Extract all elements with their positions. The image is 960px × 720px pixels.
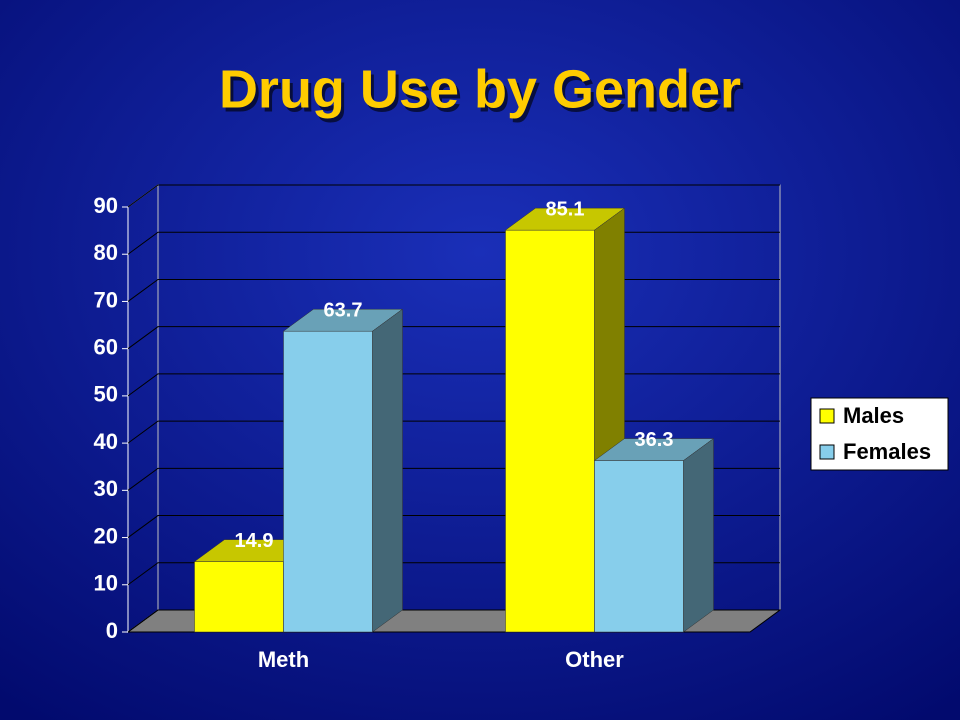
y-tick-label: 70 — [94, 287, 118, 312]
grid-line — [127, 184, 780, 208]
x-tick-label: Other — [565, 647, 624, 672]
bar — [505, 229, 595, 633]
bar-side — [372, 308, 403, 633]
bar — [194, 561, 284, 633]
data-label: 63.7 — [324, 299, 363, 321]
legend-label: Females — [843, 439, 931, 464]
x-tick-label: Meth — [258, 647, 309, 672]
chart-title: Drug Use by Gender — [219, 59, 741, 119]
data-label: 14.9 — [235, 530, 274, 552]
y-tick-label: 40 — [94, 429, 118, 454]
y-tick-label: 60 — [94, 334, 118, 359]
y-tick-label: 10 — [94, 571, 118, 596]
legend-label: Males — [843, 403, 904, 428]
bar-side — [683, 438, 714, 633]
y-tick-label: 0 — [106, 618, 118, 643]
y-tick-label: 80 — [94, 240, 118, 265]
chart-title-shadow: Drug Use by Gender — [222, 63, 744, 123]
bar — [594, 460, 684, 633]
bar — [283, 330, 373, 633]
y-tick-label: 90 — [94, 193, 118, 218]
y-tick-label: 50 — [94, 382, 118, 407]
y-tick-label: 20 — [94, 523, 118, 548]
legend-swatch — [819, 408, 835, 424]
legend-swatch — [819, 444, 835, 460]
data-label: 85.1 — [546, 198, 585, 220]
data-label: 36.3 — [635, 429, 674, 451]
y-tick-label: 30 — [94, 476, 118, 501]
